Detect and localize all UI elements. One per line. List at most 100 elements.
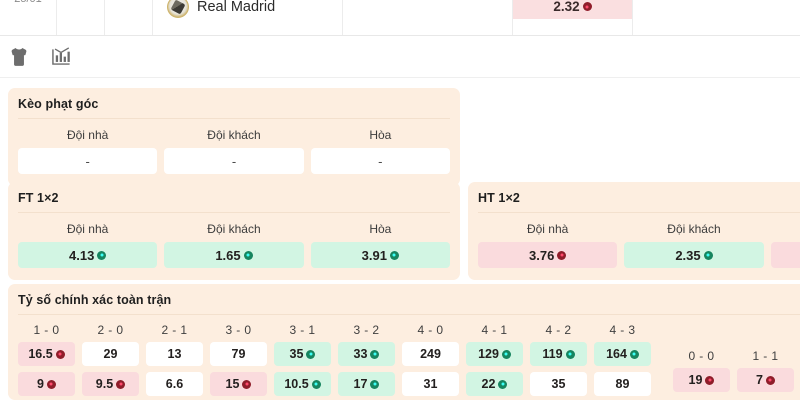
score-cell[interactable]: 79 xyxy=(210,342,267,366)
up-arrow-indicator-icon xyxy=(501,349,511,359)
match-col-7 xyxy=(633,0,800,35)
score-value: 7 xyxy=(756,373,763,387)
down-arrow-indicator-icon xyxy=(705,375,715,385)
score-cell[interactable]: 129 xyxy=(466,342,523,366)
score-col-4-2: 4 - 2 119 35 xyxy=(530,317,587,400)
odds-pill[interactable]: 2.32 xyxy=(513,0,632,19)
score-cell[interactable]: 17 xyxy=(338,372,395,396)
ht-col-draw: Hòa xyxy=(770,215,800,268)
score-value: 31 xyxy=(423,377,438,391)
odds-value: 3.91 xyxy=(361,247,387,263)
score-value: 17 xyxy=(353,377,368,391)
up-arrow-indicator-icon xyxy=(703,250,713,260)
score-cell[interactable]: 164 xyxy=(594,342,651,366)
column-header: Hòa xyxy=(369,222,392,236)
bar-chart-icon[interactable] xyxy=(50,46,72,68)
odds-cell[interactable]: - xyxy=(164,148,304,174)
score-value: 19 xyxy=(688,373,703,387)
score-cell[interactable]: 7 xyxy=(737,368,794,392)
score-cell[interactable]: 15 xyxy=(210,372,267,396)
score-cell[interactable]: 35 xyxy=(274,342,331,366)
score-cell[interactable]: 16.5 xyxy=(18,342,75,366)
column-header: Đội nhà xyxy=(66,128,109,142)
ht-col-away: Đội khách 2.35 xyxy=(624,215,764,268)
score-value: 79 xyxy=(231,347,246,361)
score-cell[interactable]: 10.5 xyxy=(274,372,331,396)
odds-cell[interactable] xyxy=(770,242,800,268)
up-arrow-indicator-icon xyxy=(565,349,575,359)
score-cell[interactable]: 33 xyxy=(338,342,395,366)
score-col-3-0: 3 - 0 79 15 xyxy=(210,317,267,400)
score-value: 6.6 xyxy=(165,377,184,391)
column-header: Hòa xyxy=(771,215,800,242)
odds-cell[interactable]: 2.35 xyxy=(624,242,764,268)
down-arrow-indicator-icon xyxy=(582,2,592,11)
odds-cell[interactable]: 3.76 xyxy=(478,242,618,268)
score-value: 29 xyxy=(103,347,118,361)
column-header: Đội nhà xyxy=(66,222,109,236)
score-cell[interactable]: 89 xyxy=(594,372,651,396)
down-arrow-indicator-icon xyxy=(55,349,65,359)
column-header: Đội nhà xyxy=(526,222,569,236)
ht-1x2-columns: Đội nhà 3.76 Đội khách 2.35 Hòa xyxy=(478,215,800,268)
score-cell[interactable]: 9 xyxy=(18,372,75,396)
score-cell[interactable]: 31 xyxy=(402,372,459,396)
score-col-3-1: 3 - 1 35 10.5 xyxy=(274,317,331,400)
score-cell[interactable]: 6.6 xyxy=(146,372,203,396)
score-value: 9.5 xyxy=(95,377,114,391)
score-value: 22 xyxy=(481,377,496,391)
match-odds-cell[interactable]: 2.32 xyxy=(513,0,633,35)
odds-cell[interactable]: 4.13 xyxy=(18,242,158,268)
score-header: 4 - 3 xyxy=(609,323,636,337)
odds-value: 4.13 xyxy=(69,247,95,263)
jersey-icon[interactable] xyxy=(8,46,30,68)
score-cell[interactable]: 29 xyxy=(82,342,139,366)
score-cell[interactable]: 19 xyxy=(673,368,730,392)
corner-odds-title: Kèo phạt góc xyxy=(18,97,450,119)
score-cell[interactable]: 22 xyxy=(466,372,523,396)
score-header: 2 - 1 xyxy=(161,323,188,337)
up-arrow-indicator-icon xyxy=(311,379,321,389)
odds-value: 3.76 xyxy=(529,247,555,263)
odds-cell[interactable]: - xyxy=(18,148,158,174)
corner-col-draw: Hòa - xyxy=(310,121,450,174)
team-name: Real Madrid xyxy=(197,0,276,15)
up-arrow-indicator-icon xyxy=(370,349,380,359)
match-col-5 xyxy=(343,0,513,35)
score-cell[interactable]: 9.5 xyxy=(82,372,139,396)
odds-cell[interactable]: - xyxy=(310,148,450,174)
score-cell[interactable]: 249 xyxy=(402,342,459,366)
score-header: 0 - 0 xyxy=(688,349,715,363)
match-col-2 xyxy=(57,0,105,35)
score-cell[interactable]: 13 xyxy=(146,342,203,366)
match-team-cell[interactable]: Real Madrid xyxy=(153,0,343,35)
score-cell[interactable]: 35 xyxy=(530,372,587,396)
score-value: 16.5 xyxy=(28,347,53,361)
up-arrow-indicator-icon xyxy=(629,349,639,359)
score-value: 129 xyxy=(478,347,499,361)
odds-value: - xyxy=(378,153,383,169)
match-table-row[interactable]: 25/01 Real Madrid 2.32 xyxy=(0,0,800,36)
score-value: 249 xyxy=(420,347,441,361)
score-cell[interactable]: 119 xyxy=(530,342,587,366)
odds-cell[interactable]: 1.65 xyxy=(164,242,304,268)
ft-col-home: Đội nhà 4.13 xyxy=(18,215,158,268)
up-arrow-indicator-icon xyxy=(306,349,316,359)
ft-1x2-columns: Đội nhà 4.13 Đội khách 1.65 Hòa 3.91 xyxy=(18,215,450,268)
correct-score-draw-group: 0 - 0 19 1 - 1 7 2 - 2 12 xyxy=(673,317,800,398)
up-arrow-indicator-icon xyxy=(243,250,253,260)
score-header: 4 - 1 xyxy=(481,323,508,337)
down-arrow-indicator-icon xyxy=(242,379,252,389)
score-value: 35 xyxy=(551,377,566,391)
odds-value: 1.65 xyxy=(215,247,241,263)
match-date-cell: 25/01 xyxy=(0,0,57,35)
up-arrow-indicator-icon xyxy=(97,250,107,260)
odds-value: - xyxy=(85,153,90,169)
score-col-1-0: 1 - 0 16.5 9 xyxy=(18,317,75,400)
score-header: 4 - 0 xyxy=(417,323,444,337)
score-value: 119 xyxy=(542,347,563,361)
score-col-4-3: 4 - 3 164 89 xyxy=(594,317,651,400)
odds-cell[interactable]: 3.91 xyxy=(310,242,450,268)
ft-col-away: Đội khách 1.65 xyxy=(164,215,304,268)
correct-score-main-group: 1 - 0 16.5 9 2 - 0 29 xyxy=(18,317,651,400)
